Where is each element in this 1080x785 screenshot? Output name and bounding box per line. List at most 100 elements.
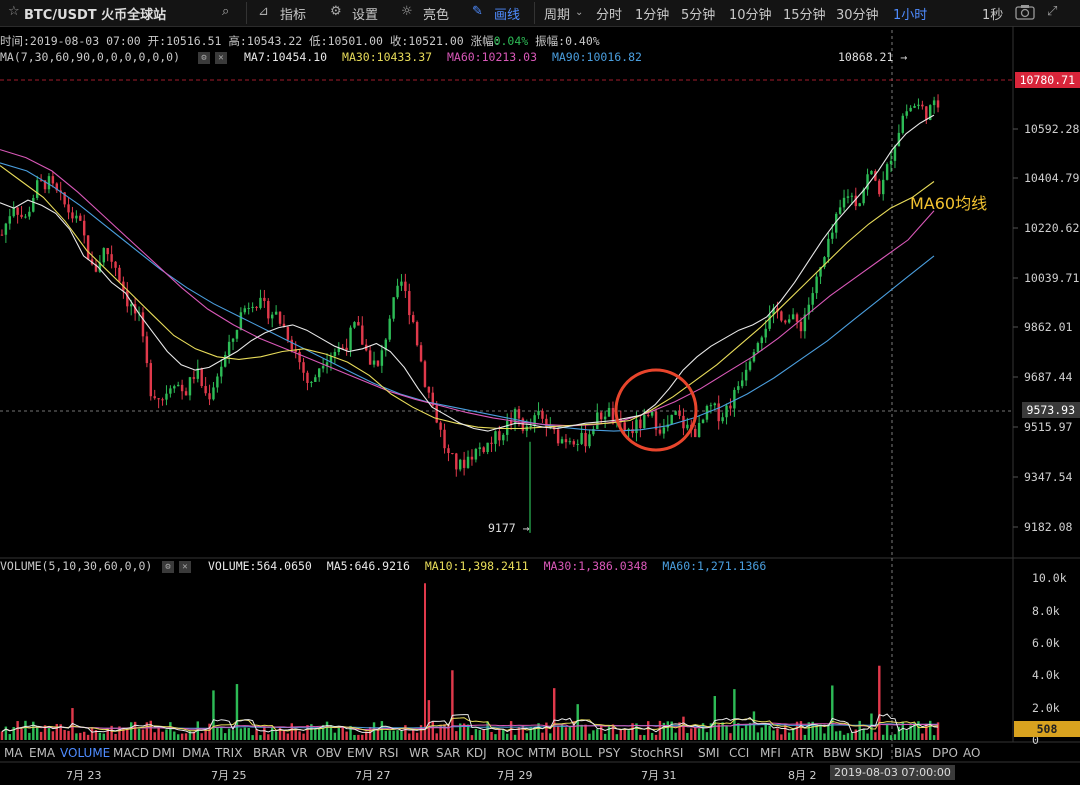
candle-body [212,387,215,400]
candle-body [541,410,544,419]
volume-bar [815,724,818,740]
interval-tab[interactable]: 5分钟 [681,8,716,23]
volume-bar [509,721,513,740]
candle-body [925,106,928,120]
candle-body [439,422,442,430]
indicator-tab-wr[interactable]: WR [409,746,430,760]
volume-bar [337,725,341,740]
one-second-button[interactable]: 1秒 [982,8,1004,23]
close-icon[interactable]: ✕ [179,561,191,573]
indicators-button[interactable]: 指标 [280,8,307,23]
indicator-tab-obv[interactable]: OBV [316,746,342,760]
candle-body [411,315,415,323]
indicator-tab-boll[interactable]: BOLL [561,746,592,760]
candle-body [646,414,650,416]
indicator-tab-ma[interactable]: MA [4,746,23,760]
indicator-tab-volume[interactable]: VOLUME [60,746,111,760]
indicator-tab-cci[interactable]: CCI [729,746,750,760]
indicator-tab-dpo[interactable]: DPO [932,746,958,760]
indicator-tab-macd[interactable]: MACD [113,746,149,760]
indicator-tab-smi[interactable]: SMI [698,746,720,760]
volume-bar [447,724,450,740]
price-tick-label: 10404.79 [1024,171,1080,185]
interval-tab[interactable]: 30分钟 [836,8,879,23]
indicator-tab-stochrsi[interactable]: StochRSI [630,746,684,760]
candle-body [153,396,156,399]
candle-body [173,386,176,389]
settings-small-icon[interactable]: ⚙ [198,52,210,64]
indicator-tab-ema[interactable]: EMA [29,746,56,760]
interval-tab[interactable]: 15分钟 [783,8,826,23]
indicator-tab-trix[interactable]: TRIX [215,746,243,760]
interval-tab[interactable]: 分时 [596,8,623,23]
candle-body [564,439,568,443]
indicator-tab-bias[interactable]: BIAS [894,746,922,760]
theme-button[interactable]: 亮色 [423,8,450,23]
volume-bar [819,724,822,740]
indicator-tab-psy[interactable]: PSY [598,746,621,760]
interval-tab-active[interactable]: 1小时 [893,8,928,23]
close-icon[interactable]: ✕ [215,52,227,64]
indicator-tab-ao[interactable]: AO [963,746,981,760]
candle-body [39,180,43,182]
volume-bar [67,730,70,740]
indicator-tab-skdj[interactable]: SKDJ [855,746,884,760]
candle-body [67,204,70,213]
candle-body [126,290,129,307]
indicator-tab-mtm[interactable]: MTM [528,746,557,760]
candle-body [141,312,145,337]
indicator-tab-sar[interactable]: SAR [436,746,461,760]
indicator-tab-dma[interactable]: DMA [182,746,210,760]
camera-icon[interactable] [1015,4,1035,24]
fullscreen-icon[interactable]: ⤢ [1047,4,1058,19]
interval-tab[interactable]: 10分钟 [729,8,772,23]
volume-bar [51,731,55,740]
volume-bar [572,721,576,740]
indicator-tab-bbw[interactable]: BBW [823,746,851,760]
volume-bar [90,727,94,740]
settings-small-icon[interactable]: ⚙ [162,561,174,573]
period-dropdown[interactable]: 周期 [544,8,571,23]
candle-body [361,325,364,345]
volume-bar [141,729,145,740]
indicator-tab-dmi[interactable]: DMI [152,746,176,760]
volume-bar [239,728,243,740]
ma-name: MA(7,30,60,90,0,0,0,0,0,0) [0,50,181,64]
indicator-tab-vr[interactable]: VR [291,746,308,760]
candle-body [862,189,865,204]
volume-bar [709,723,713,740]
indicator-tab-emv[interactable]: EMV [347,746,374,760]
candle-body [455,453,458,470]
candle-body [79,215,82,221]
interval-tab[interactable]: 1分钟 [635,8,670,23]
indicator-tab-atr[interactable]: ATR [791,746,814,760]
draw-button[interactable]: 画线 [494,8,521,23]
volume-bar [631,723,634,740]
candle-body [317,368,321,378]
indicator-tab-mfi[interactable]: MFI [760,746,781,760]
volume-bar [568,726,572,740]
volume-bar [63,729,66,740]
candle-body [86,235,90,260]
volume-bar [153,732,156,740]
indicator-tab-kdj[interactable]: KDJ [466,746,487,760]
candle-body [419,345,423,362]
star-icon[interactable]: ☆ [8,4,20,19]
volume-bar [169,722,172,740]
volume-bar [368,726,372,740]
volume-bar [756,732,760,740]
search-icon[interactable]: ⌕ [222,4,230,19]
volume-bar [165,729,168,740]
candle-body [748,361,752,370]
candle-body [384,339,388,351]
settings-button[interactable]: 设置 [352,8,379,23]
indicator-tab-brar[interactable]: BRAR [253,746,286,760]
pair-title[interactable]: BTC/USDT 火币全球站 [24,8,167,23]
indicator-tab-roc[interactable]: ROC [497,746,524,760]
volume-bar [905,730,908,740]
volume-bar [693,726,697,740]
candle-body [20,214,23,217]
indicator-tab-rsi[interactable]: RSI [379,746,399,760]
volume-bar [752,711,756,740]
